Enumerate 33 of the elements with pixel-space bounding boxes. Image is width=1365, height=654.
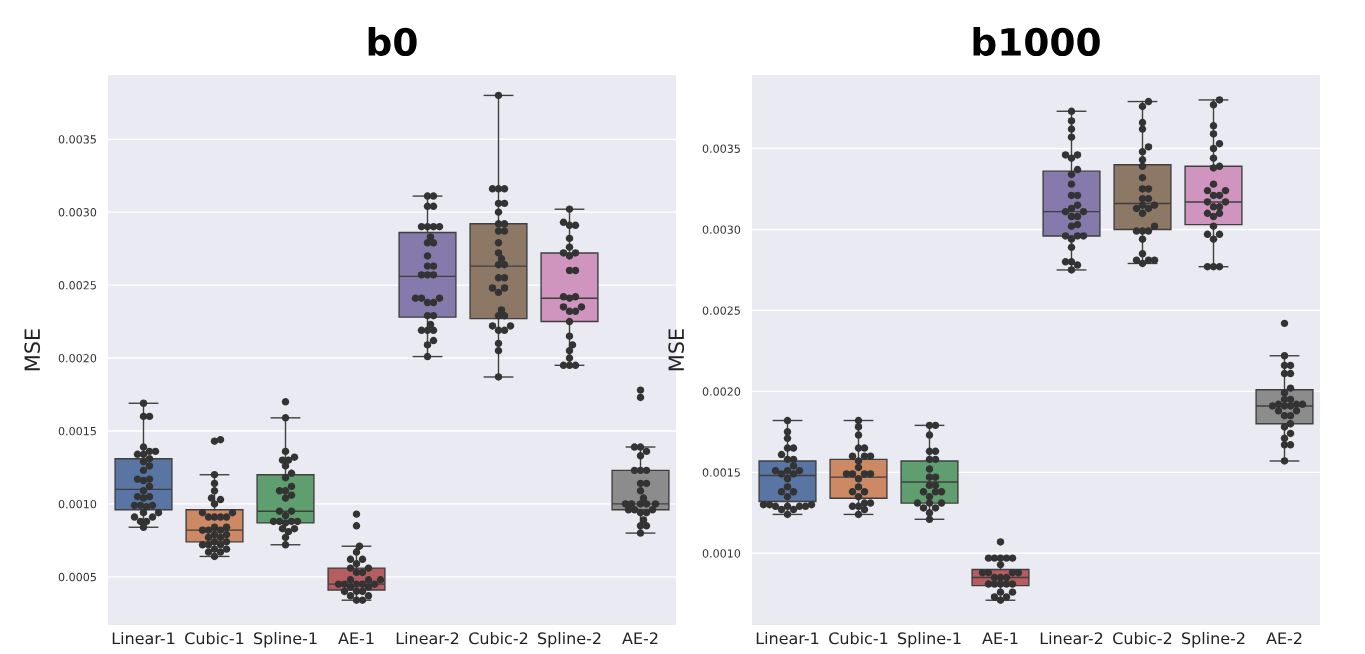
x-tick-label: AE-2 [622,632,658,645]
x-tick-label: AE-1 [338,632,374,645]
x-tick-label: AE-2 [1266,632,1302,645]
x-tick-label: Spline-1 [254,631,317,648]
y-tick-label: 0.0015 [58,426,96,436]
y-tick-label: 0.0035 [58,135,96,144]
y-tick-label: 0.0020 [58,354,97,363]
x-tick-label: Spline-2 [1182,631,1245,648]
y-tick-label: 0.0015 [702,468,740,477]
y-tick-label: 0.0025 [702,306,740,315]
y-tick-label: 0.0030 [702,225,741,234]
x-tick-label: Spline-2 [538,631,601,648]
x-tick-label: Linear-2 [396,631,459,645]
y-axis-title: MSE [24,329,41,371]
x-tick-label: Cubic-2 [1113,631,1172,645]
y-tick-label: 0.0030 [58,208,97,217]
x-tick-label: Linear-1 [756,631,819,645]
y-tick-label: 0.0005 [58,572,96,582]
y-tick-label: 0.0010 [58,499,97,509]
y-tick-label: 0.0025 [58,281,96,290]
x-tick-label: Spline-1 [898,631,961,648]
y-tick-label: 0.0035 [702,144,740,153]
x-tick-label: Linear-1 [112,631,175,645]
chart-title: b1000 [973,27,1100,57]
y-axis-title: MSE [668,329,685,371]
x-tick-label: Cubic-2 [469,631,528,645]
x-tick-label: Cubic-1 [829,631,888,645]
y-tick-label: 0.0020 [702,387,741,396]
x-tick-label: Linear-2 [1040,631,1103,645]
x-tick-label: AE-1 [982,632,1018,645]
x-tick-label: Cubic-1 [185,631,244,645]
y-tick-label: 0.0010 [702,549,741,558]
chart-title: b0 [368,27,417,57]
